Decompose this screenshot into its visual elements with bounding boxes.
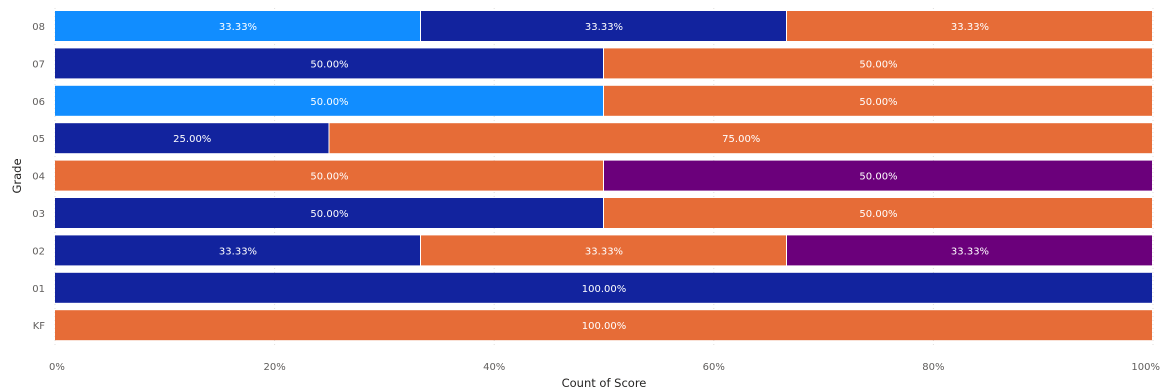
bar-segment — [55, 198, 603, 228]
data-label: 50.00% — [310, 172, 348, 183]
y-category-label: 01 — [32, 284, 45, 295]
bar-segment — [55, 48, 603, 79]
data-label: 50.00% — [859, 59, 897, 70]
bar-segment — [604, 198, 1152, 228]
y-category-label: 05 — [32, 134, 45, 145]
y-category-label: 08 — [32, 22, 45, 33]
data-label: 100.00% — [582, 284, 627, 295]
bar-segment — [604, 48, 1152, 79]
bar-segment — [421, 235, 786, 266]
bar-segment — [55, 85, 603, 116]
y-category-label: KF — [33, 321, 46, 332]
bar-segment — [55, 160, 603, 191]
bar-segment — [55, 235, 420, 266]
bar-segment — [604, 160, 1152, 191]
bar-segment — [55, 123, 329, 154]
data-label: 50.00% — [859, 172, 897, 183]
bar-segment — [787, 11, 1152, 41]
bar-segment — [421, 11, 786, 41]
y-category-label: 04 — [32, 172, 45, 183]
y-category-label: 07 — [32, 59, 45, 70]
data-label: 33.33% — [219, 246, 257, 257]
x-tick-label: 40% — [483, 362, 505, 373]
y-category-label: 03 — [32, 209, 45, 220]
data-label: 100.00% — [582, 321, 627, 332]
data-label: 33.33% — [219, 22, 257, 33]
y-category-label: 06 — [32, 97, 45, 108]
data-label: 33.33% — [585, 22, 623, 33]
data-label: 33.33% — [951, 22, 989, 33]
x-tick-label: 0% — [49, 362, 65, 373]
bar-segment — [787, 235, 1152, 266]
x-tick-label: 60% — [703, 362, 725, 373]
bar-segment — [55, 11, 420, 41]
bar-segment — [55, 310, 1152, 341]
data-label: 75.00% — [722, 134, 760, 145]
data-label: 50.00% — [310, 209, 348, 220]
x-tick-label: 80% — [922, 362, 944, 373]
bar-segment — [329, 123, 1152, 154]
x-tick-label: 100% — [1131, 362, 1160, 373]
bars: 33.33% 33.33% 33.33% 50.00% 50.00% 50.00% 50.0… — [55, 11, 1152, 341]
data-label: 33.33% — [951, 246, 989, 257]
data-label: 50.00% — [859, 209, 897, 220]
x-axis-ticks: 0% 20% 40% 60% 80% 100% — [49, 362, 1160, 373]
data-label: 50.00% — [310, 97, 348, 108]
data-label: 33.33% — [585, 246, 623, 257]
y-category-label: 02 — [32, 246, 45, 257]
x-axis-title: Count of Score — [562, 376, 647, 390]
y-axis-categories: 08 07 06 05 04 03 02 01 KF — [32, 22, 45, 332]
y-axis-title: Grade — [10, 158, 24, 193]
bar-segment — [604, 85, 1152, 116]
data-label: 50.00% — [859, 97, 897, 108]
x-tick-label: 20% — [263, 362, 285, 373]
data-label: 50.00% — [310, 59, 348, 70]
data-label: 25.00% — [173, 134, 211, 145]
bar-segment — [55, 272, 1152, 303]
